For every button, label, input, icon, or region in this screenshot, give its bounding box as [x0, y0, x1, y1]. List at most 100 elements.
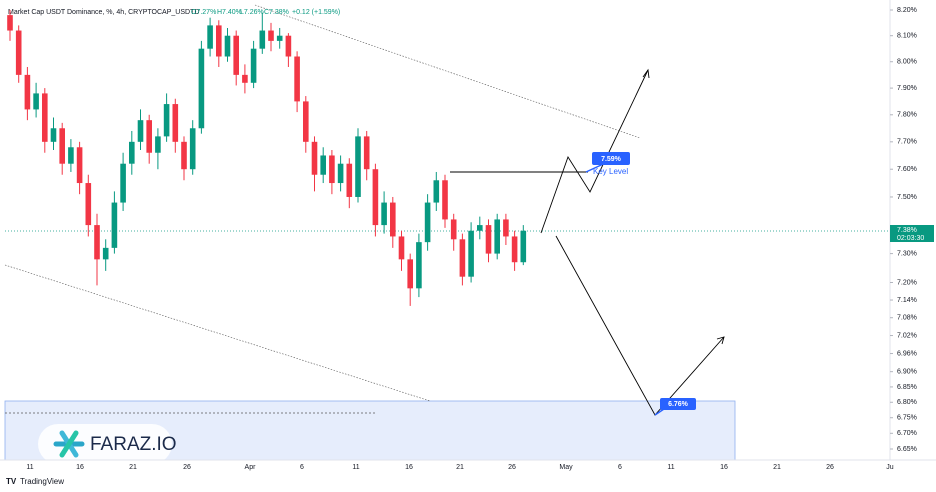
- x-tick-label: 11: [667, 464, 674, 471]
- candle-body: [381, 202, 387, 226]
- candle-body: [407, 259, 413, 289]
- x-tick-label: 21: [456, 464, 464, 471]
- x-tick-label: 11: [352, 464, 359, 471]
- price-tag: [890, 225, 934, 242]
- y-tick-label: 7.50%: [897, 194, 917, 201]
- candle-body: [163, 104, 170, 137]
- ohlc-value: C7.38%: [264, 9, 289, 16]
- candle-body: [294, 56, 300, 102]
- annotation-box: [660, 398, 696, 410]
- x-tick-label: 6: [300, 464, 304, 471]
- x-tick-label: 16: [720, 464, 728, 471]
- candle-body: [372, 169, 379, 226]
- candle-body: [424, 202, 431, 243]
- x-tick-label: Apr: [245, 464, 257, 471]
- y-tick-label: 6.80%: [897, 399, 917, 406]
- candle-body: [198, 48, 205, 129]
- candle-body: [511, 236, 518, 263]
- y-tick-label: 7.08%: [897, 315, 917, 322]
- y-tick-label: 8.00%: [897, 59, 917, 66]
- candle-body: [450, 219, 457, 240]
- ohlc-value: +0.12 (+1.59%): [292, 9, 340, 16]
- price-tag-label: 7.38%: [897, 227, 917, 234]
- candle-body: [111, 202, 118, 248]
- candle-body: [7, 15, 13, 31]
- watermark-bg: [38, 424, 172, 464]
- arrow-head: [642, 68, 650, 79]
- y-tick-label: 7.60%: [897, 166, 917, 173]
- candle-body: [259, 30, 266, 49]
- candle-body: [398, 236, 405, 260]
- candle-body: [285, 35, 292, 57]
- ohlc-value: H7.40%: [217, 9, 242, 16]
- footer: TradingView: [20, 477, 64, 486]
- x-tick-label: 21: [773, 464, 781, 471]
- candle-body: [442, 180, 448, 220]
- candle-body: [311, 141, 318, 175]
- candle-body: [433, 180, 440, 203]
- y-tick-label: 6.70%: [897, 430, 917, 437]
- candle-body: [233, 35, 239, 75]
- candle-body: [68, 147, 74, 164]
- candle-body: [242, 74, 248, 83]
- candle-body: [329, 155, 335, 184]
- candle-body: [129, 141, 135, 164]
- watermark: FARAZ.IO: [90, 434, 177, 455]
- candle-body: [172, 104, 179, 142]
- annotation: 6.76%: [668, 401, 689, 408]
- watermark-logo: [53, 430, 85, 458]
- candle-body: [459, 239, 466, 277]
- candle-body: [355, 136, 361, 197]
- y-tick-label: 7.02%: [897, 332, 917, 339]
- candle-body: [320, 155, 326, 175]
- y-tick-label: 6.90%: [897, 369, 917, 376]
- channel-top: [254, 4, 641, 139]
- candle-body: [494, 219, 500, 254]
- ohlc-value: L7.26%: [240, 9, 264, 16]
- y-tick-label: 7.30%: [897, 250, 917, 257]
- candle-body: [416, 242, 422, 289]
- countdown: 02:03:30: [897, 235, 924, 242]
- candle-body: [485, 225, 492, 254]
- candle-body: [146, 120, 152, 153]
- candle-body: [59, 128, 65, 164]
- arrow-head: [716, 336, 725, 345]
- y-tick-label: 7.20%: [897, 279, 917, 286]
- candle-body: [50, 128, 57, 142]
- y-tick-label: 6.65%: [897, 446, 917, 453]
- candle-body: [85, 183, 92, 226]
- projection-up: [540, 69, 649, 234]
- candle-body: [94, 225, 100, 260]
- y-tick-label: 6.85%: [897, 384, 917, 391]
- candle-body: [120, 163, 126, 203]
- x-tick-label: 16: [405, 464, 413, 471]
- x-tick-label: 16: [76, 464, 84, 471]
- candle-body: [216, 25, 222, 57]
- candle-body: [137, 120, 144, 142]
- candle-body: [207, 25, 213, 49]
- candle-body: [76, 147, 83, 184]
- y-tick-label: 8.20%: [897, 7, 917, 14]
- candle-body: [346, 163, 353, 197]
- candle-body: [337, 163, 344, 184]
- candle-body: [276, 35, 283, 41]
- chart-title: Market Cap USDT Dominance, %, 4h, CRYPTO…: [8, 9, 199, 16]
- annotation-box: [592, 152, 630, 165]
- annotation: 7.59%: [601, 156, 622, 163]
- candle-body: [102, 247, 109, 260]
- y-tick-label: 7.80%: [897, 112, 917, 119]
- candle-body: [42, 93, 48, 142]
- channel-bottom: [4, 264, 431, 402]
- y-tick-label: 6.96%: [897, 350, 917, 357]
- candle-body: [468, 230, 474, 277]
- y-tick-label: 7.90%: [897, 85, 917, 92]
- candle-body: [155, 136, 161, 153]
- x-tick-label: 26: [508, 464, 516, 471]
- x-tick-label: Ju: [886, 464, 894, 471]
- x-tick-label: 6: [618, 464, 622, 471]
- y-tick-label: 6.75%: [897, 415, 917, 422]
- candle-body: [363, 136, 370, 170]
- candle-body: [189, 128, 196, 170]
- candle-body: [33, 93, 39, 110]
